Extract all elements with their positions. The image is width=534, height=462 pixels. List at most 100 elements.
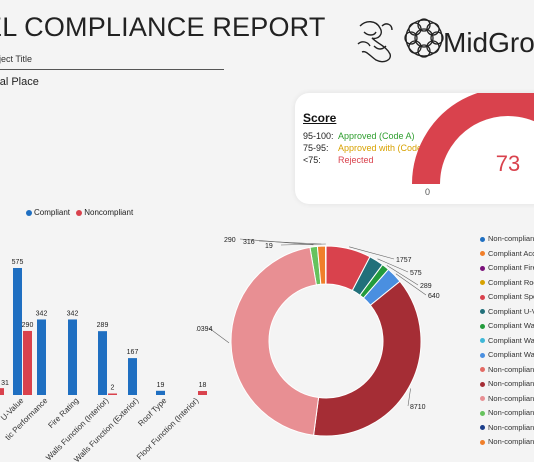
donut-slice[interactable] [230, 246, 320, 436]
leader-line [407, 388, 411, 407]
legend-item[interactable]: Non-complian [480, 365, 534, 374]
donut-slice[interactable] [313, 280, 422, 437]
score-range: 95-100: [303, 131, 334, 141]
logos [357, 18, 444, 63]
donut-value-label: 19 [265, 243, 273, 250]
legend-item[interactable]: Non-complian [480, 234, 534, 243]
bar-value-label: 289 [97, 322, 109, 329]
legend-label: Compliant Roc [488, 277, 534, 287]
bar-value-label: 167 [127, 349, 139, 356]
legend-item[interactable]: Non-complian [480, 394, 534, 403]
brand-name: MidGro [443, 27, 534, 58]
legend-label: Non-complian [488, 364, 534, 374]
bar-value-label: 342 [36, 310, 48, 317]
legend-label: Compliant Wal [488, 335, 534, 345]
legend-label: Non-complian [488, 437, 534, 446]
leader-line [208, 327, 230, 344]
compliant-bar[interactable] [128, 358, 137, 395]
compliant-bar[interactable] [98, 331, 107, 395]
donut-value-label: 575 [410, 270, 422, 277]
compliant-dot-icon [26, 209, 32, 216]
legend-dot-icon [480, 251, 485, 257]
legend-item[interactable]: Compliant Acc [480, 249, 534, 258]
compliant-bar[interactable] [37, 319, 46, 395]
compliant-bar[interactable] [68, 319, 77, 395]
project-title-label: oject Title [0, 54, 33, 64]
legend-dot-icon [480, 439, 485, 445]
bar-category-label: tic Performance [3, 396, 49, 442]
gauge-fill [412, 93, 534, 185]
compliant-bar[interactable] [13, 268, 22, 395]
donut-value-label: 1757 [396, 257, 412, 264]
compliant-bar[interactable] [156, 390, 165, 395]
donut-value-label: 289 [420, 283, 432, 290]
score-legend: 95-100: Approved (Code A) 75-95: Approve… [303, 131, 434, 171]
bar-value-label: 575 [12, 259, 24, 266]
legend-label: Non-complian [488, 393, 534, 403]
legend-label: Non-complian [488, 408, 534, 417]
legend-item[interactable]: Compliant Fire [480, 263, 534, 272]
compliance-donut-chart: 290 316 19 1757 575 289 640 8710 10394 [196, 237, 440, 437]
leader-line [258, 240, 322, 245]
legend-item[interactable]: Compliant Roc [480, 278, 534, 287]
leader-line [349, 246, 395, 260]
legend-dot-icon [480, 323, 485, 329]
bar-value-label: 342 [67, 310, 79, 317]
legend-dot-icon [480, 396, 485, 402]
noncompliant-bar[interactable] [23, 330, 32, 395]
legend-label: Compliant U-V [488, 306, 534, 316]
legend-item[interactable]: Non-complian [480, 423, 534, 432]
legend-item[interactable]: Compliant Wal [480, 350, 534, 359]
legend-item-compliant[interactable]: Compliant [26, 208, 70, 217]
noncompliant-dot-icon [76, 209, 83, 216]
legend-dot-icon [480, 338, 485, 344]
leader-line [377, 258, 409, 273]
legend-label: Non-complian [488, 422, 534, 432]
legend-label: Compliant Wal [488, 321, 534, 330]
title-divider [0, 69, 224, 70]
legend-label: Compliant Spe [488, 292, 534, 301]
legend-label: Compliant Acc [488, 248, 534, 258]
legend-dot-icon [480, 280, 485, 286]
donut-value-label: 10394 [196, 326, 213, 333]
report-title: EL COMPLIANCE REPORT [0, 12, 326, 42]
score-range: <75: [303, 155, 321, 165]
score-range: 75-95: [303, 143, 329, 153]
lion-crest-icon [357, 21, 393, 63]
score-gauge: 0 73 [412, 93, 534, 197]
legend-item[interactable]: Compliant Wal [480, 321, 534, 330]
leader-line [386, 265, 419, 286]
legend-label: Non-complian [488, 234, 534, 243]
project-title-value: rnival Place [0, 76, 39, 88]
legend-item[interactable]: Compliant Wal [480, 336, 534, 345]
score-status: Approved with (Code B) [338, 143, 434, 153]
score-status: Approved (Code A) [338, 131, 415, 141]
donut-value-label: 640 [428, 293, 440, 300]
noncompliant-bar[interactable] [198, 391, 207, 395]
score-title: Score [303, 111, 337, 125]
legend-label: Compliant Fire [488, 263, 534, 272]
donut-value-label: 8710 [410, 404, 426, 411]
legend-dot-icon [480, 410, 485, 416]
legend-dot-icon [480, 236, 485, 242]
legend-item[interactable]: Compliant Spe [480, 292, 534, 301]
legend-item[interactable]: Non-complian [480, 379, 534, 388]
noncompliant-bar[interactable] [0, 388, 4, 395]
legend-item[interactable]: Compliant U-V [480, 307, 534, 316]
gauge-min-label: 0 [425, 187, 430, 197]
legend-dot-icon [480, 367, 485, 373]
legend-dot-icon [480, 309, 485, 315]
legend-item[interactable]: Non-complian [480, 437, 534, 446]
legend-dot-icon [480, 294, 485, 300]
legend-item-noncompliant[interactable]: Noncompliant [76, 208, 133, 217]
midgro-emblem-icon [404, 18, 444, 58]
legend-item[interactable]: Non-complian [480, 408, 534, 417]
legend-label: Non-complian [488, 379, 534, 388]
noncompliant-bar[interactable] [108, 393, 117, 396]
legend-dot-icon [480, 352, 485, 358]
bar-value-label: 18 [199, 382, 207, 389]
leader-line [280, 243, 326, 246]
score-value: 73 [496, 151, 520, 176]
legend-dot-icon [480, 265, 485, 271]
